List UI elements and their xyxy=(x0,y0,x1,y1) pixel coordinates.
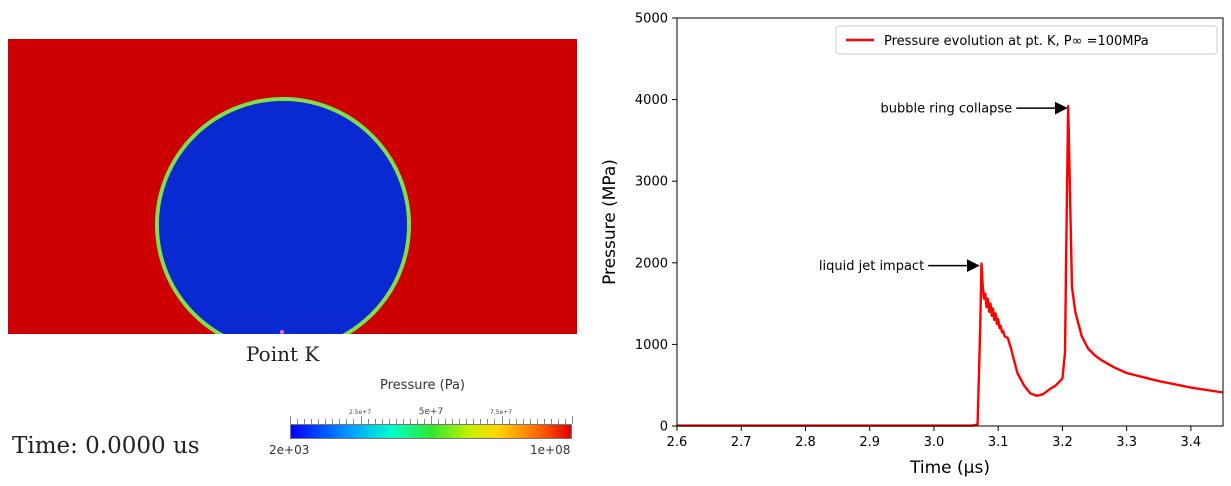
colorbar-tick xyxy=(304,419,306,424)
pressure-chart: 2.6 2.7 2.8 2.9 3.0 3.1 3.2 3.3 3.4 0 1000 2000 300… xyxy=(600,12,1224,478)
x-tick-label: 3.3 xyxy=(1116,435,1137,450)
y-axis-ticks: 0 1000 2000 3000 4000 5000 xyxy=(635,12,677,435)
colorbar-title: Pressure (Pa) xyxy=(380,378,466,393)
y-tick-label: 2000 xyxy=(635,256,668,271)
x-tick-label: 3.2 xyxy=(1052,435,1073,450)
colorbar-tick xyxy=(353,419,355,424)
colorbar-tick xyxy=(311,419,313,424)
x-tick-label: 2.6 xyxy=(667,435,688,450)
x-tick-label: 3.4 xyxy=(1181,435,1202,450)
colorbar-tick xyxy=(543,419,545,424)
plot-frame xyxy=(676,17,1224,427)
colorbar-tick xyxy=(529,419,531,424)
colorbar-tick xyxy=(402,419,404,424)
colorbar-tick xyxy=(438,419,440,424)
bubble-interface xyxy=(155,97,411,334)
colorbar-tick xyxy=(550,419,552,424)
chart-annotations: liquid jet impact bubble ring collapse xyxy=(819,102,1068,274)
pressure-series-line xyxy=(677,104,1224,427)
colorbar-tick xyxy=(536,419,538,424)
x-tick-label: 2.7 xyxy=(731,435,752,450)
colorbar-tick xyxy=(374,419,376,424)
colorbar-tick xyxy=(346,419,348,424)
colorbar-tick xyxy=(522,419,524,424)
y-tick-label: 4000 xyxy=(635,93,668,108)
y-axis-label: Pressure (MPa) xyxy=(600,159,620,285)
y-tick-label: 3000 xyxy=(635,175,668,190)
colorbar-tick xyxy=(459,419,461,424)
colorbar-tick xyxy=(381,419,383,424)
colorbar-min-label: 2e+03 xyxy=(269,443,310,457)
x-tick-label: 3.1 xyxy=(988,435,1009,450)
colorbar-tick xyxy=(332,419,334,424)
colorbar-tick xyxy=(487,419,489,424)
annotation-label: liquid jet impact xyxy=(819,259,924,274)
colorbar-tick xyxy=(508,419,510,424)
colorbar-mid-label: 5e+7 xyxy=(418,407,444,417)
colorbar-tick xyxy=(494,419,496,424)
point-k-marker xyxy=(280,330,284,334)
colorbar-tick xyxy=(473,419,475,424)
point-k-label: Point K xyxy=(246,342,320,366)
bubble-region xyxy=(159,101,407,334)
chart-legend: Pressure evolution at pt. K, P∞ =100MPa xyxy=(835,25,1218,55)
colorbar-tick xyxy=(416,419,418,424)
colorbar-tick xyxy=(388,419,390,424)
colorbar-tick xyxy=(431,416,432,424)
colorbar-tick xyxy=(339,419,341,424)
x-tick-label: 2.9 xyxy=(859,435,880,450)
colorbar-tick xyxy=(318,419,320,424)
legend-box xyxy=(835,25,1218,55)
time-readout: Time: 0.0000 us xyxy=(12,433,200,459)
colorbar-tick xyxy=(466,419,468,424)
colorbar-tick xyxy=(452,419,454,424)
legend-entry: Pressure evolution at pt. K, P∞ =100MPa xyxy=(884,34,1149,49)
colorbar-tick xyxy=(480,419,482,424)
colorbar-tick xyxy=(367,419,369,424)
colorbar-tick xyxy=(290,416,291,424)
colorbar-mid-label: 2.5e+7 xyxy=(348,409,372,416)
colorbar-tick xyxy=(297,419,299,424)
colorbar-tick xyxy=(515,419,517,424)
colorbar-tick xyxy=(564,419,566,424)
colorbar-tick xyxy=(409,419,411,424)
colorbar-tick xyxy=(557,419,559,424)
annotation-label: bubble ring collapse xyxy=(881,102,1013,117)
pressure-field-image xyxy=(8,39,577,334)
x-axis-ticks: 2.6 2.7 2.8 2.9 3.0 3.1 3.2 3.3 3.4 xyxy=(667,426,1202,450)
colorbar-max-label: 1e+08 xyxy=(530,443,571,457)
colorbar-tick xyxy=(501,416,503,424)
colorbar-tick xyxy=(360,416,362,424)
y-tick-label: 5000 xyxy=(635,12,668,27)
colorbar-tick xyxy=(423,419,425,424)
y-tick-label: 0 xyxy=(660,420,668,435)
colorbar-tick xyxy=(445,419,447,424)
y-tick-label: 1000 xyxy=(635,338,668,353)
x-tick-label: 2.8 xyxy=(795,435,816,450)
colorbar-tick xyxy=(325,419,327,424)
colorbar: 2.5e+7 5e+7 7.5e+7 xyxy=(290,407,573,440)
colorbar-gradient xyxy=(290,424,572,439)
x-axis-label: Time (µs) xyxy=(909,458,990,478)
colorbar-mid-label: 7.5e+7 xyxy=(489,409,513,416)
x-tick-label: 3.0 xyxy=(924,435,945,450)
colorbar-tick xyxy=(395,419,397,424)
colorbar-tick xyxy=(572,416,573,424)
pressure-field-svg xyxy=(8,39,577,334)
